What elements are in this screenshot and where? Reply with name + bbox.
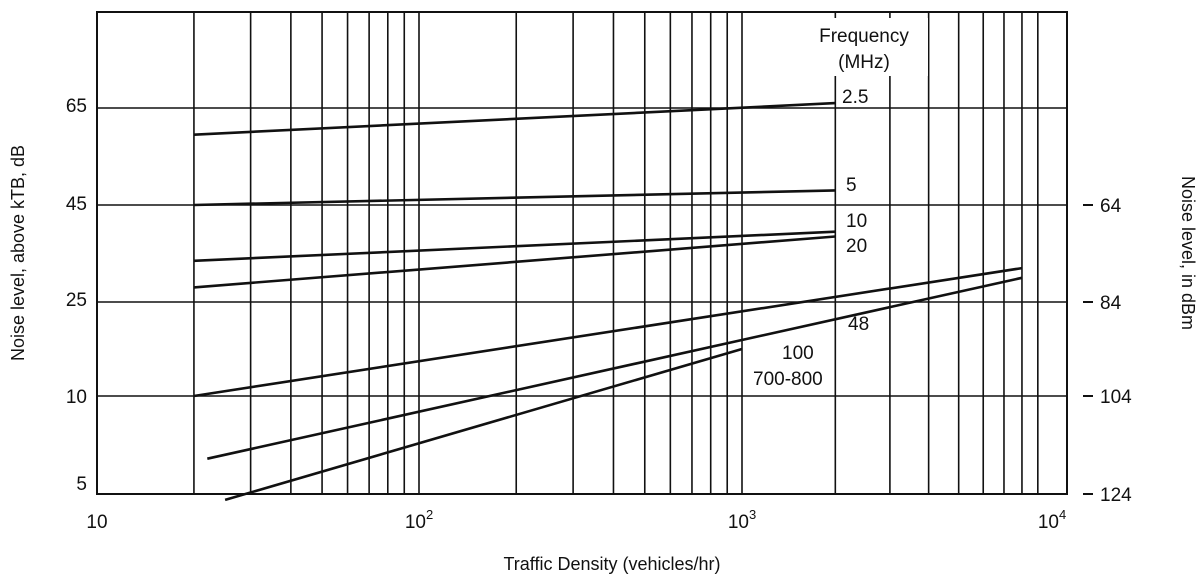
y-left-tick-labels: 65 45 25 10 5 bbox=[66, 96, 87, 495]
series-layer bbox=[193, 101, 1023, 502]
y-left-tick-25: 25 bbox=[66, 290, 87, 311]
series-line-10 bbox=[193, 230, 836, 263]
y-right-tick-124: 124 bbox=[1100, 485, 1132, 506]
x-tick-1000: 103 bbox=[728, 507, 756, 533]
series-label-20: 20 bbox=[846, 236, 867, 257]
series-line-100 bbox=[207, 276, 1023, 460]
y-right-tick-labels: 64 84 104 124 bbox=[1083, 196, 1132, 506]
y-right-tick-64: 64 bbox=[1100, 196, 1122, 217]
y-left-tick-65: 65 bbox=[66, 96, 87, 117]
series-line-48 bbox=[193, 266, 1023, 398]
y-right-tick-84: 84 bbox=[1100, 293, 1122, 314]
legend-title-line-1: Frequency bbox=[819, 26, 909, 47]
x-tick-labels: 10 102 103 104 bbox=[86, 507, 1066, 533]
x-tick-10000: 104 bbox=[1038, 507, 1066, 533]
y-axis-right-label: Noise level, in dBm bbox=[1178, 176, 1198, 330]
series-label-10: 10 bbox=[846, 211, 867, 232]
series-line-5 bbox=[193, 189, 836, 207]
y-axis-left-label: Noise level, above kTB, dB bbox=[8, 145, 28, 361]
series-label-700-800: 700-800 bbox=[753, 369, 823, 390]
y-right-tick-104: 104 bbox=[1100, 387, 1132, 408]
series-label-100: 100 bbox=[782, 343, 814, 364]
legend-title: Frequency (MHz) bbox=[800, 18, 928, 76]
x-axis-label: Traffic Density (vehicles/hr) bbox=[503, 554, 720, 574]
y-left-tick-45: 45 bbox=[66, 194, 87, 215]
x-tick-100: 102 bbox=[405, 507, 433, 533]
y-left-tick-10: 10 bbox=[66, 387, 87, 408]
x-tick-10: 10 bbox=[86, 512, 107, 533]
series-labels: 2.5 5 10 20 48 100 700-800 bbox=[753, 87, 869, 390]
legend-title-line-2: (MHz) bbox=[838, 52, 890, 73]
series-line-2-5 bbox=[193, 101, 836, 136]
series-label-48: 48 bbox=[848, 314, 869, 335]
y-left-tick-5: 5 bbox=[76, 474, 87, 495]
series-label-5: 5 bbox=[846, 175, 857, 196]
series-label-2-5: 2.5 bbox=[842, 87, 868, 108]
series-line-700-800 bbox=[224, 347, 743, 502]
series-line-20 bbox=[193, 235, 836, 289]
grid-layer bbox=[97, 12, 1067, 494]
plot-frame bbox=[96, 11, 1068, 495]
legend-title-backdrop bbox=[800, 18, 928, 76]
